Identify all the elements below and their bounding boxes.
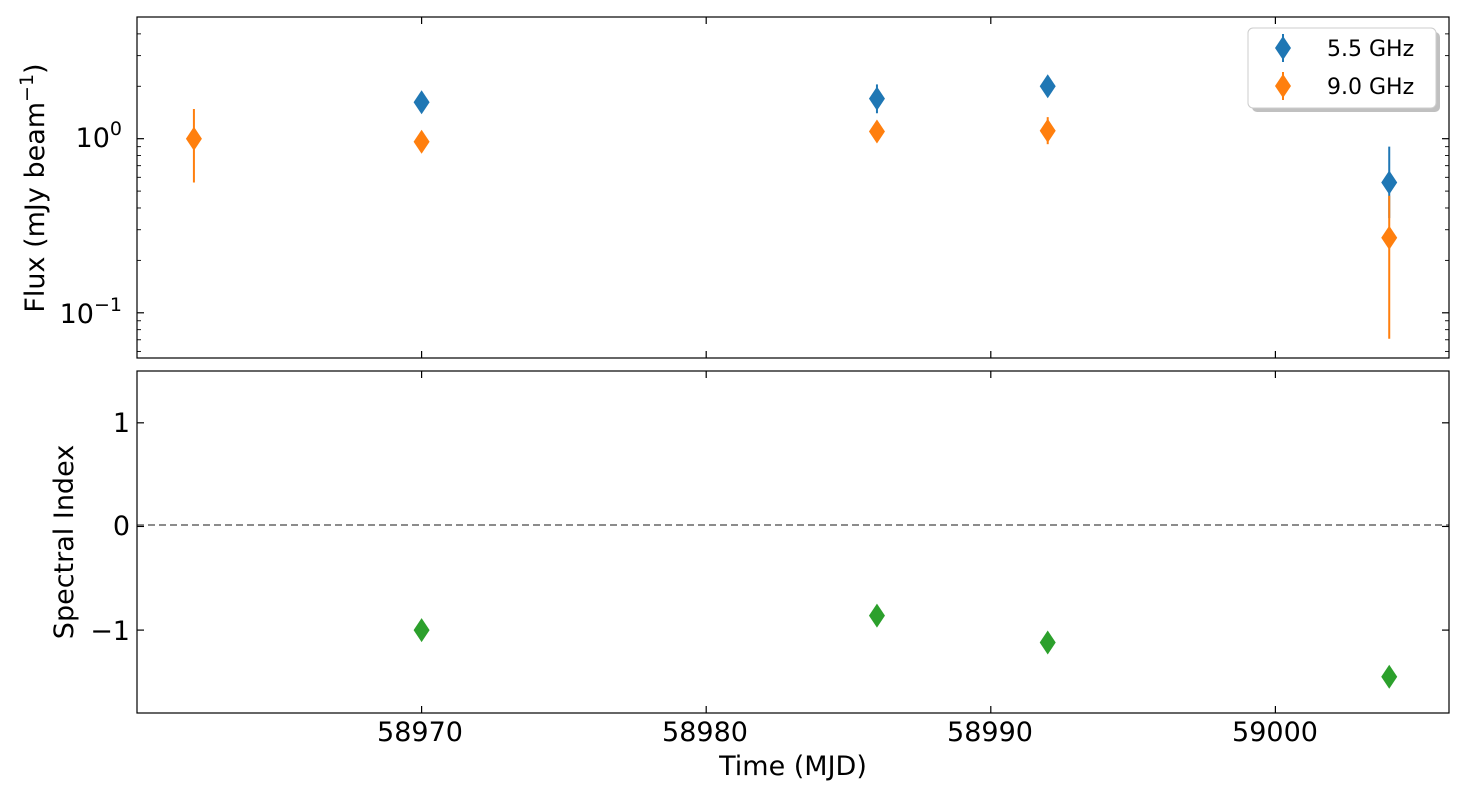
spectral-index-point-58986	[868, 603, 885, 628]
flux-ytick-base-0.1: 10	[60, 299, 94, 330]
spectral-index-ytick-label-0: 0	[113, 511, 130, 542]
spectral-index-plot-frame	[136, 370, 1450, 714]
flux-ytick-base-1: 10	[76, 123, 110, 154]
flux-ytick-label-1: 100	[76, 118, 122, 154]
xtick-label-58990: 58990	[947, 717, 1033, 748]
flux-ytick-exp-1: 0	[110, 118, 122, 140]
flux-plot-frame	[136, 16, 1450, 359]
flux-ytick-exp-0.1: −1	[94, 294, 122, 316]
flux-axis-title-sup: −1	[16, 74, 38, 102]
xtick-label-58980: 58980	[662, 717, 748, 748]
flux-marks	[185, 74, 1398, 339]
spectral-index-point-59004	[1381, 664, 1398, 689]
legend-label-5.5-ghz: 5.5 GHz	[1327, 37, 1414, 62]
flux-ytick-label-0.1: 10−1	[60, 294, 122, 330]
point-9.0-ghz-58992	[1039, 118, 1056, 143]
point-5.5-ghz-58992	[1039, 74, 1056, 99]
legend-marker-5.5-ghz	[1275, 36, 1291, 60]
spectral-index-panel: 1 0 −1 Spectral Index 58970 58980 58990 …	[49, 370, 1450, 782]
point-9.0-ghz-58970	[413, 129, 430, 154]
flux-axis-title-close: )	[20, 63, 51, 74]
legend-label-9.0-ghz: 9.0 GHz	[1327, 75, 1414, 100]
spectral-index-ytick-label-minus-1: −1	[90, 616, 130, 647]
spectral-index-ytick-label-1: 1	[113, 408, 130, 439]
flux-axis-ticks	[137, 17, 1449, 358]
legend: 5.5 GHz 9.0 GHz	[1247, 27, 1440, 112]
spectral-index-point-58992	[1039, 630, 1056, 655]
time-axis-title: Time (MJD)	[718, 751, 867, 782]
spectral-index-marks	[413, 603, 1398, 689]
svg-text:100: 100	[76, 118, 122, 154]
svg-text:10−1: 10−1	[60, 294, 122, 330]
flux-axis-title-main: Flux (mJy beam	[20, 102, 51, 313]
flux-axis-title: Flux (mJy beam−1)	[16, 63, 51, 312]
point-9.0-ghz-58986	[868, 119, 885, 144]
flux-panel: 100 10−1 Flux (mJy beam−1) 5.5 GHz 9.0 G…	[16, 16, 1450, 359]
point-5.5-ghz-59004	[1381, 170, 1398, 195]
point-9.0-ghz-59004	[1381, 225, 1398, 250]
xtick-label-59000: 59000	[1232, 717, 1318, 748]
spectral-index-axis-ticks	[137, 371, 1449, 713]
point-5.5-ghz-58986	[868, 86, 885, 111]
legend-entry-5.5-ghz: 5.5 GHz	[1275, 34, 1414, 62]
point-9.0-ghz-58962	[185, 126, 202, 151]
xtick-label-58970: 58970	[377, 717, 463, 748]
spectral-index-point-58970	[413, 618, 430, 643]
legend-frame	[1247, 27, 1437, 109]
point-5.5-ghz-58970	[413, 90, 430, 115]
spectral-index-axis-title: Spectral Index	[49, 445, 80, 639]
legend-entry-9.0-ghz: 9.0 GHz	[1275, 72, 1414, 100]
legend-marker-9.0-ghz	[1275, 74, 1291, 98]
